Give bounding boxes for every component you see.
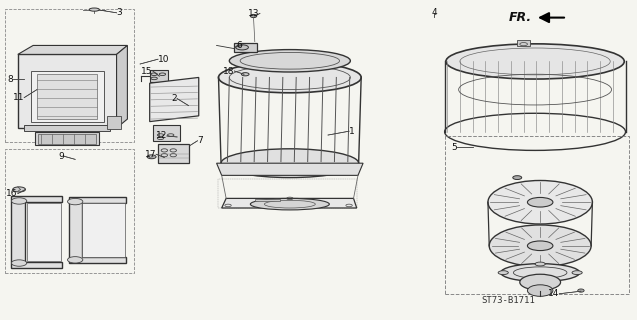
Ellipse shape	[218, 62, 361, 93]
Bar	[445, 136, 629, 294]
Text: 15: 15	[141, 67, 153, 76]
Bar	[35, 132, 99, 145]
Ellipse shape	[11, 198, 27, 204]
Bar	[158, 144, 189, 163]
Bar	[5, 149, 134, 273]
Ellipse shape	[250, 198, 329, 210]
Text: 17: 17	[145, 150, 156, 159]
Bar	[107, 116, 121, 129]
Bar	[517, 40, 530, 46]
Text: 12: 12	[155, 132, 167, 140]
Ellipse shape	[159, 73, 166, 76]
Bar	[153, 125, 180, 141]
Ellipse shape	[68, 257, 83, 263]
Bar	[27, 203, 61, 261]
Text: 2: 2	[171, 94, 177, 103]
Ellipse shape	[446, 44, 624, 79]
Polygon shape	[117, 45, 127, 128]
Text: 8: 8	[7, 75, 13, 84]
Ellipse shape	[151, 73, 157, 76]
Text: 5: 5	[452, 143, 457, 152]
Ellipse shape	[241, 73, 249, 76]
Ellipse shape	[229, 50, 350, 72]
Ellipse shape	[11, 260, 27, 266]
Polygon shape	[217, 163, 363, 175]
Bar	[24, 125, 110, 131]
Ellipse shape	[527, 241, 553, 251]
Bar	[5, 9, 134, 142]
Ellipse shape	[89, 8, 99, 11]
Bar	[218, 179, 357, 208]
Ellipse shape	[535, 262, 545, 266]
Bar	[234, 43, 257, 52]
Bar	[31, 71, 104, 122]
Text: 9: 9	[58, 152, 64, 161]
Bar	[37, 74, 97, 119]
Ellipse shape	[527, 285, 553, 296]
Text: 1: 1	[349, 127, 355, 136]
Bar	[38, 134, 96, 144]
Text: 13: 13	[248, 9, 260, 18]
Ellipse shape	[520, 274, 561, 290]
Bar	[82, 203, 125, 257]
Ellipse shape	[68, 198, 83, 205]
Text: FR.: FR.	[509, 11, 532, 24]
Ellipse shape	[498, 271, 508, 275]
Text: 6: 6	[236, 41, 242, 50]
Polygon shape	[150, 77, 199, 122]
Ellipse shape	[578, 289, 584, 292]
Ellipse shape	[250, 14, 257, 18]
Ellipse shape	[489, 225, 591, 267]
Text: 18: 18	[223, 67, 234, 76]
Text: 4: 4	[432, 8, 437, 17]
Ellipse shape	[572, 271, 582, 275]
Ellipse shape	[488, 180, 592, 224]
Text: 16: 16	[6, 189, 18, 198]
Ellipse shape	[151, 77, 157, 80]
Polygon shape	[69, 197, 126, 263]
Text: ST73-B1711: ST73-B1711	[482, 296, 535, 305]
Bar	[18, 54, 117, 128]
Ellipse shape	[147, 155, 156, 159]
Ellipse shape	[154, 97, 162, 100]
Ellipse shape	[527, 197, 553, 207]
Ellipse shape	[13, 187, 25, 192]
Ellipse shape	[513, 176, 522, 180]
Ellipse shape	[501, 264, 580, 282]
Ellipse shape	[236, 45, 248, 50]
Text: 3: 3	[117, 8, 122, 17]
Text: 14: 14	[548, 289, 559, 298]
Bar	[150, 70, 168, 82]
Ellipse shape	[221, 149, 359, 178]
Polygon shape	[222, 198, 357, 208]
Text: 7: 7	[197, 136, 203, 145]
Polygon shape	[18, 45, 127, 54]
Bar	[255, 199, 280, 201]
Text: 11: 11	[13, 93, 24, 102]
Polygon shape	[11, 196, 62, 268]
Text: 10: 10	[158, 55, 169, 64]
